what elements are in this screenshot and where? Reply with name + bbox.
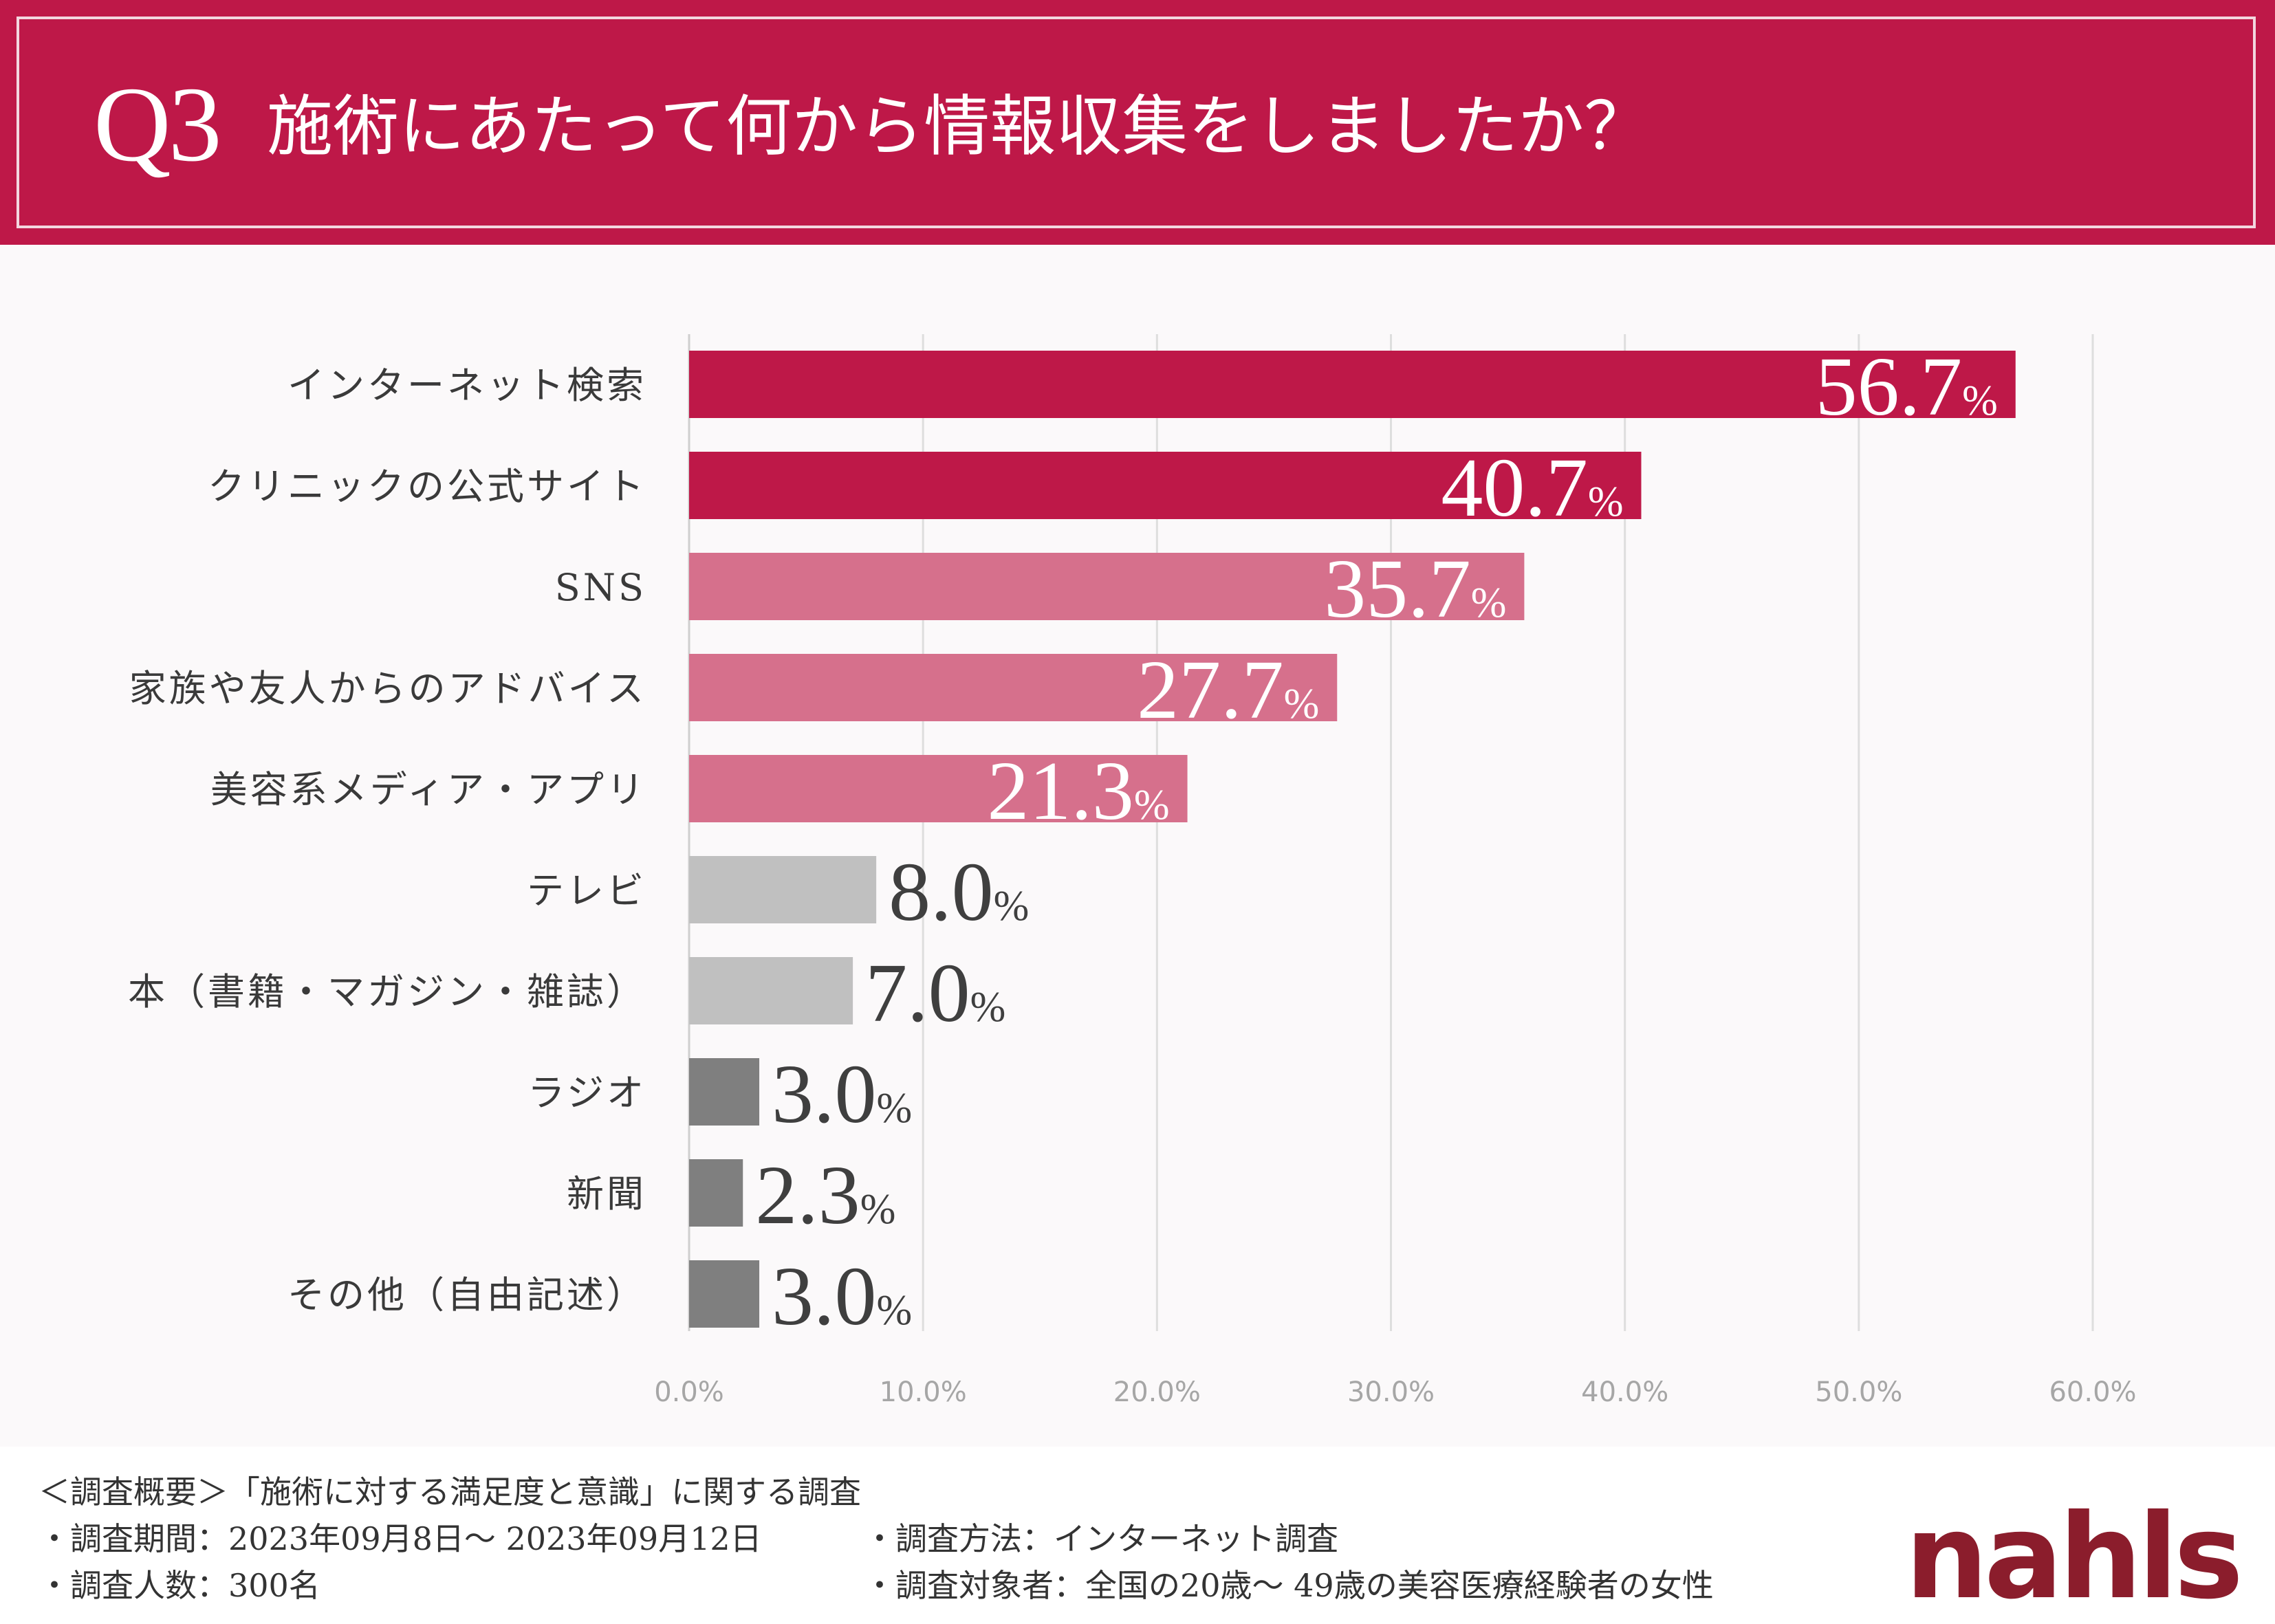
bar [689, 755, 1188, 822]
category-label: 家族や友人からのアドバイス [129, 667, 646, 710]
value-label: 35.7% [1324, 542, 1506, 635]
value-number: 35.7 [1324, 542, 1471, 635]
bar [689, 654, 1338, 721]
x-tick-label: 50.0% [1815, 1376, 1902, 1408]
bar [689, 351, 2016, 418]
value-label: 3.0% [772, 1250, 912, 1343]
x-tick-label: 60.0% [2049, 1376, 2136, 1408]
value-unit: % [1471, 580, 1507, 626]
value-unit: % [1962, 377, 1998, 424]
value-unit: % [994, 883, 1030, 930]
value-number: 27.7 [1137, 644, 1284, 736]
value-unit: % [877, 1287, 913, 1334]
value-number: 3.0 [772, 1250, 877, 1343]
value-number: 56.7 [1816, 340, 1963, 433]
bar-chart: 0.0% 10.0% 20.0% 30.0% 40.0% 50.0% 60.0% インターネッ… [128, 334, 2137, 1408]
category-label: SNS [555, 566, 646, 609]
question-number: Q3 [94, 65, 222, 184]
bar [689, 452, 1642, 519]
survey-method: ・調査方法：インターネット調査 [864, 1520, 1338, 1557]
value-label: 8.0% [889, 846, 1029, 939]
bar [689, 1159, 743, 1227]
value-unit: % [1134, 782, 1170, 829]
header-frame [17, 17, 2256, 228]
x-tick-label: 30.0% [1347, 1376, 1435, 1408]
bar [689, 856, 877, 923]
value-number: 21.3 [987, 745, 1134, 837]
value-unit: % [1284, 681, 1320, 727]
value-label: 27.7% [1137, 644, 1319, 736]
value-number: 7.0 [865, 947, 970, 1040]
nahls-logo: nahls [1905, 1489, 2243, 1624]
value-unit: % [1588, 479, 1624, 525]
bar [689, 957, 853, 1024]
category-label: その他（自由記述） [287, 1273, 646, 1317]
survey-target: ・調査対象者：全国の20歳～ 49歳の美容医療経験者の女性 [864, 1567, 1714, 1604]
question-header: Q3 施術にあたって何から情報収集をしましたか？ [0, 0, 2275, 245]
bar [689, 1058, 760, 1126]
x-tick-label: 10.0% [880, 1376, 967, 1408]
x-tick-label: 0.0% [654, 1376, 724, 1408]
question-text: 施術にあたって何から情報収集をしましたか？ [267, 88, 1651, 165]
category-label: 本（書籍・マガジン・雑誌） [128, 970, 646, 1013]
value-label: 40.7% [1441, 441, 1623, 534]
value-number: 40.7 [1441, 441, 1588, 534]
value-unit: % [860, 1186, 896, 1233]
value-label: 56.7% [1816, 340, 1998, 433]
x-tick-label: 20.0% [1113, 1376, 1201, 1408]
x-tick-label: 40.0% [1581, 1376, 1668, 1408]
survey-period: ・調査期間：2023年09月8日～ 2023年09月12日 [39, 1520, 762, 1557]
value-label: 21.3% [987, 745, 1169, 837]
value-label: 7.0% [865, 947, 1005, 1040]
bar [689, 1260, 760, 1328]
category-label: インターネット検索 [287, 364, 646, 407]
value-number: 8.0 [889, 846, 994, 939]
value-label: 2.3% [755, 1149, 895, 1242]
survey-footer: ＜調査概要＞「施術に対する満足度と意識」に関する調査 ・調査期間：2023年09… [0, 1447, 2275, 1624]
value-unit: % [970, 984, 1006, 1031]
value-number: 3.0 [772, 1048, 877, 1141]
value-number: 2.3 [755, 1149, 860, 1242]
survey-count: ・調査人数：300名 [39, 1567, 320, 1604]
chart-background [0, 245, 2275, 1447]
category-label: 美容系メディア・アプリ [210, 768, 646, 811]
category-label: 新聞 [567, 1172, 646, 1216]
bar [689, 553, 1525, 620]
value-label: 3.0% [772, 1048, 912, 1141]
category-label: ラジオ [527, 1071, 646, 1115]
value-unit: % [877, 1085, 913, 1132]
survey-overview: ＜調査概要＞「施術に対する満足度と意識」に関する調査 [39, 1473, 861, 1511]
category-label: クリニックの公式サイト [208, 465, 646, 508]
category-label: テレビ [527, 869, 646, 912]
